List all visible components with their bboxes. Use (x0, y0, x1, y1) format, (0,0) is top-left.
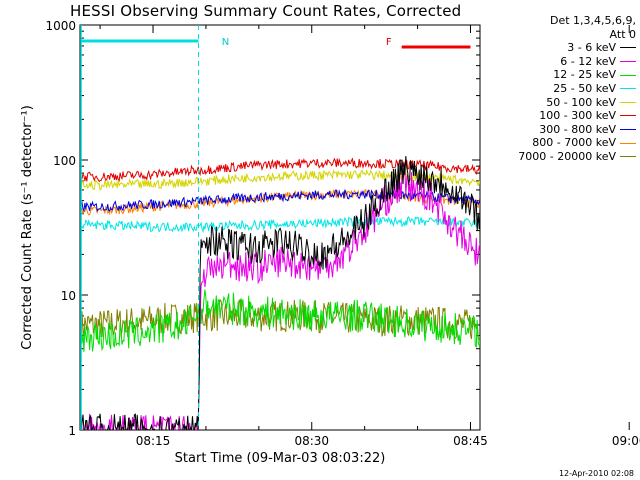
legend-entry-label: 800 - 7000 keV (532, 136, 616, 150)
legend-swatch (620, 47, 636, 49)
legend-entry: 300 - 800 keV (486, 123, 636, 137)
legend-entry-label: 3 - 6 keV (567, 41, 616, 55)
legend-entry: 7000 - 20000 keV (486, 150, 636, 164)
footer-timestamp: 12-Apr-2010 02:08 (558, 469, 634, 478)
legend-entry: 3 - 6 keV (486, 41, 636, 55)
series-line-800-7000-kev (80, 188, 480, 216)
series-line-50-100-kev (80, 169, 480, 191)
x-tick-label: 08:45 (453, 434, 488, 448)
series-line-100-300-kev (81, 157, 480, 183)
series-line-3-6-kev (80, 156, 480, 430)
y-tick-label: 1000 (45, 19, 76, 33)
legend-entry: 100 - 300 keV (486, 109, 636, 123)
legend-entry: 50 - 100 keV (486, 96, 636, 110)
legend-swatch (620, 61, 636, 63)
legend-header-detectors: Det 1,3,4,5,6,9, (549, 14, 636, 27)
legend-swatch (620, 74, 636, 76)
legend-entry-label: 12 - 25 keV (553, 68, 616, 82)
series-line-6-12-kev (80, 171, 480, 430)
legend-header-attenuator: Att 0 (609, 27, 636, 41)
legend-entry-label: 6 - 12 keV (560, 54, 616, 68)
x-tick-label: 08:30 (294, 434, 329, 448)
flag-annotation-n: N (222, 37, 229, 48)
legend-entry: 25 - 50 keV (486, 82, 636, 96)
legend-entry-label: 25 - 50 keV (553, 81, 616, 95)
legend-entry: 12 - 25 keV (486, 68, 636, 82)
y-tick-label: 10 (61, 289, 76, 303)
series-line-300-800-kev (80, 189, 480, 213)
y-tick-label: 100 (53, 154, 76, 168)
legend-entry-label: 300 - 800 keV (539, 122, 616, 136)
legend-entry: 800 - 7000 keV (486, 136, 636, 150)
x-axis-label: Start Time (09-Mar-03 08:03:22) (175, 451, 386, 466)
legend-swatch (620, 129, 636, 131)
legend-entry-label: 50 - 100 keV (546, 95, 616, 109)
series-line-25-50-kev (80, 215, 480, 234)
flag-annotation-f: F (386, 37, 392, 48)
legend-swatch (620, 101, 636, 103)
legend-entry-label: 7000 - 20000 keV (518, 149, 616, 163)
legend-swatch (620, 156, 636, 158)
legend-swatch (620, 115, 636, 117)
x-tick-label: 08:15 (136, 434, 171, 448)
y-axis-label: Corrected Count Rate (s⁻¹ detector⁻¹) (20, 105, 35, 350)
legend-swatch (620, 88, 636, 90)
legend-swatch (620, 142, 636, 144)
legend-entry: 6 - 12 keV (486, 55, 636, 69)
series-line-12-25-kev (80, 289, 480, 352)
plot-frame (79, 24, 481, 431)
legend-entry-label: 100 - 300 keV (539, 109, 616, 123)
legend: Det 1,3,4,5,6,9, Att 0 3 - 6 keV 6 - 12 k… (486, 14, 636, 164)
x-tick-label: 09:00 (612, 434, 640, 448)
y-tick-label: 1 (68, 424, 76, 438)
chart-title: HESSI Observing Summary Count Rates, Cor… (70, 2, 462, 20)
series-line-7000-20000-kev (80, 298, 480, 342)
plot-area (80, 25, 480, 430)
